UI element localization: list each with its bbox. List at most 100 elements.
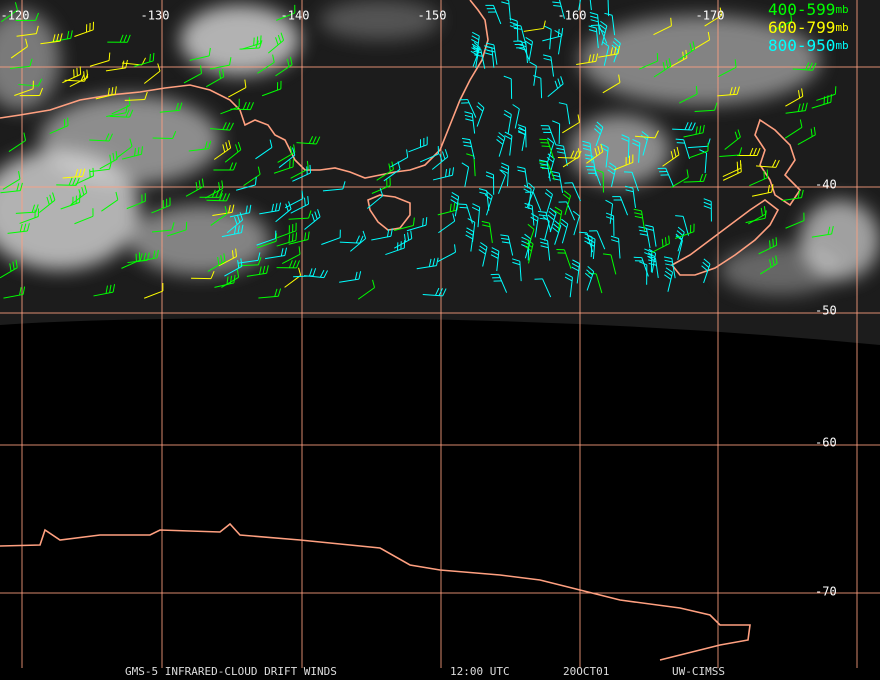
barb-shaft (152, 137, 173, 140)
wind-barb (422, 287, 447, 297)
wind-barb (394, 230, 413, 249)
barb-flag (485, 175, 494, 179)
barb-shaft (566, 104, 571, 125)
legend-range: 800-950 (768, 36, 835, 55)
barb-flag (557, 28, 560, 37)
barb-flag (458, 203, 467, 205)
barb-flag (222, 122, 227, 130)
barb-flag (229, 162, 234, 171)
wind-barb (552, 220, 562, 245)
barb-flag (448, 168, 451, 177)
barb-flag (319, 269, 325, 278)
barb-flag (500, 234, 509, 237)
barb-shaft (473, 156, 476, 177)
barb-flag (737, 129, 741, 138)
barb-flag (246, 101, 251, 110)
wind-barb (517, 124, 527, 148)
barb-flag (638, 226, 647, 229)
barb-flag (769, 240, 771, 249)
barb-flag (584, 236, 593, 242)
barb-shaft (573, 215, 580, 236)
barb-flag (702, 124, 705, 133)
wind-barb (539, 138, 555, 159)
barb-shaft (8, 140, 26, 152)
barb-flag (703, 201, 712, 206)
wind-barb (241, 35, 262, 50)
barb-shaft (438, 220, 455, 234)
barb-flag (503, 113, 511, 119)
wind-barb (530, 213, 539, 238)
barb-flag (315, 136, 321, 145)
barb-flag (670, 151, 674, 160)
barb-flag (521, 244, 529, 249)
barb-shaft (18, 83, 39, 87)
wind-barb (207, 253, 226, 272)
barb-flag (280, 248, 284, 257)
wind-barb (564, 273, 573, 298)
wind-barb (431, 149, 449, 170)
barb-flag (156, 249, 159, 258)
wind-barb (542, 216, 550, 241)
barb-flag (52, 34, 56, 43)
barb-shaft (571, 182, 581, 202)
barb-flag (517, 124, 526, 128)
wind-barb (572, 210, 580, 236)
wind-barb (19, 87, 44, 97)
barb-flag (49, 194, 53, 203)
barb-flag (175, 102, 179, 111)
barb-flag (201, 178, 204, 187)
barb-flag (298, 267, 302, 276)
wind-barb (602, 74, 621, 94)
wind-barb (547, 207, 557, 233)
wind-barb (281, 246, 301, 264)
wind-barb (534, 278, 552, 298)
wind-barb (206, 193, 231, 202)
barb-flag (406, 149, 409, 158)
barb-flag (179, 102, 183, 111)
barb-shaft (74, 215, 94, 225)
barb-flag (284, 247, 288, 256)
barb-flag (805, 62, 810, 70)
barb-shaft (437, 251, 456, 263)
barb-shaft (596, 230, 606, 250)
barb-flag (644, 248, 652, 253)
barb-flag (613, 46, 617, 55)
wind-barb (257, 233, 277, 249)
wind-barb (339, 271, 362, 283)
barb-shaft (350, 238, 366, 252)
wind-barb (3, 286, 26, 299)
barb-flag (695, 126, 698, 135)
barb-flag (703, 258, 711, 265)
barb-flag (596, 121, 604, 128)
barb-flag (407, 232, 410, 241)
barb-flag (543, 57, 552, 61)
barb-flag (595, 124, 602, 131)
barb-flag (293, 144, 296, 153)
barb-flag (112, 152, 115, 161)
barb-flag (587, 266, 595, 272)
wind-barb (74, 208, 94, 225)
barb-shaft (121, 62, 142, 66)
barb-flag (112, 284, 116, 293)
wind-barb (393, 217, 415, 232)
barb-shaft (220, 106, 240, 115)
wind-barb (635, 130, 659, 139)
barb-flag (552, 120, 560, 125)
barb-flag (582, 147, 591, 151)
barb-flag (484, 194, 492, 200)
barb-flag (109, 284, 112, 293)
barb-flag (632, 138, 641, 144)
barb-flag (465, 234, 473, 240)
coastlines (0, 0, 802, 661)
barb-flag (589, 12, 598, 16)
barb-flag (547, 137, 554, 144)
barb-flag (537, 210, 546, 213)
wind-barb (40, 33, 63, 45)
barb-flag (128, 97, 131, 106)
barb-flag (298, 246, 301, 255)
barb-flag (314, 211, 318, 220)
barb-flag (498, 132, 506, 138)
barb-flag (530, 213, 539, 219)
barb-flag (452, 167, 455, 176)
barb-flag (355, 235, 360, 244)
